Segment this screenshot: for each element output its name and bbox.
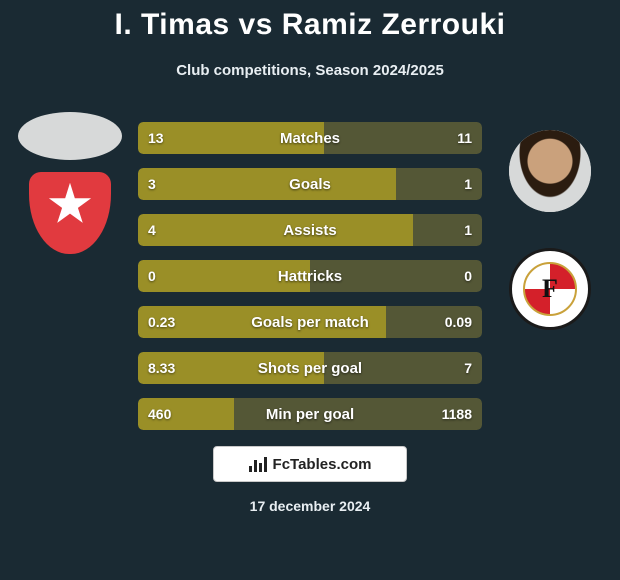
stat-label: Min per goal (138, 398, 482, 430)
vs-label: vs (239, 8, 273, 41)
stat-value-left: 460 (148, 398, 171, 430)
bars-icon (249, 456, 267, 472)
stat-row: Shots per goal8.33 7 (138, 352, 482, 384)
stat-value-left: 13 (148, 122, 164, 154)
stat-label: Hattricks (138, 260, 482, 292)
left-column (12, 112, 128, 254)
stat-row: Min per goal460 1188 (138, 398, 482, 430)
page-title: I. Timas vs Ramiz Zerrouki (0, 8, 620, 42)
stat-row: Goals3 1 (138, 168, 482, 200)
stat-value-right: 0.09 (445, 306, 472, 338)
stat-value-right: 0 (464, 260, 472, 292)
stat-label: Goals (138, 168, 482, 200)
stat-label: Shots per goal (138, 352, 482, 384)
stat-row: Hattricks0 0 (138, 260, 482, 292)
subtitle: Club competitions, Season 2024/2025 (0, 62, 620, 79)
right-column (492, 130, 608, 330)
stat-value-right: 1 (464, 214, 472, 246)
player2-avatar (509, 130, 591, 212)
stat-value-right: 7 (464, 352, 472, 384)
source-label: FcTables.com (273, 456, 372, 473)
stat-value-right: 1188 (442, 398, 472, 430)
stat-value-left: 0.23 (148, 306, 175, 338)
player1-avatar (18, 112, 122, 160)
stats-rows: Matches1311Goals31Assists41Hattricks00Go… (138, 122, 482, 430)
stat-value-left: 3 (148, 168, 156, 200)
stat-value-right: 11 (457, 122, 472, 154)
stat-label: Assists (138, 214, 482, 246)
stat-label: Matches (138, 122, 482, 154)
stat-row: Assists4 1 (138, 214, 482, 246)
player2-face-icon (509, 130, 591, 212)
player1-name: I. Timas (115, 8, 230, 41)
stat-value-left: 8.33 (148, 352, 175, 384)
player2-name: Ramiz Zerrouki (282, 8, 506, 41)
stat-row: Goals per match0.23 0.09 (138, 306, 482, 338)
source-badge: FcTables.com (213, 446, 407, 482)
player1-club-badge (29, 172, 111, 254)
player2-club-badge (509, 248, 591, 330)
stat-row: Matches13 11 (138, 122, 482, 154)
stat-value-left: 0 (148, 260, 156, 292)
stat-label: Goals per match (138, 306, 482, 338)
stat-value-left: 4 (148, 214, 156, 246)
stat-value-right: 1 (464, 168, 472, 200)
footer-date: 17 december 2024 (0, 498, 620, 514)
